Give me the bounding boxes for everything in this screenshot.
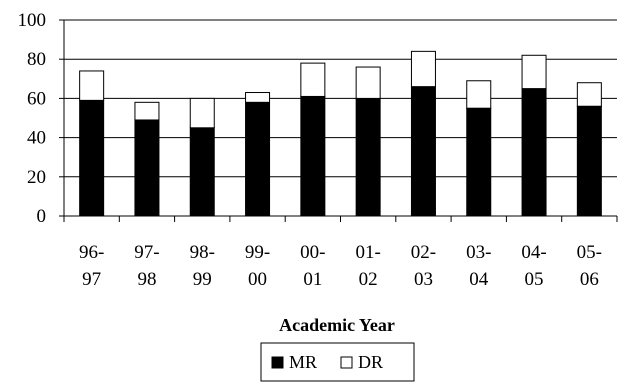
y-tick-label: 60: [27, 88, 46, 109]
x-tick-label: 97: [82, 269, 101, 290]
x-tick-label: 97-: [134, 242, 159, 263]
legend-swatch-dr: [340, 356, 353, 369]
bar-mr-6: [410, 86, 436, 217]
x-tick-label: 01: [303, 269, 322, 290]
legend-label-dr: DR: [358, 352, 383, 372]
x-tick-label: 00-: [300, 242, 325, 263]
bar-dr-0: [79, 70, 105, 101]
x-tick-label: 99: [193, 269, 212, 290]
x-tick-label: 01-: [355, 242, 380, 263]
bar-dr-4: [300, 62, 326, 97]
bar-dr-9: [576, 82, 602, 107]
legend-swatch-mr: [271, 356, 284, 369]
bar-mr-3: [245, 101, 271, 217]
x-tick-label: 03-: [466, 242, 491, 263]
y-tick-label: 100: [18, 10, 47, 31]
x-tick-label: 02: [359, 269, 378, 290]
x-tick-label: 04-: [521, 242, 546, 263]
y-tick-label: 40: [27, 128, 46, 149]
x-axis-title: Academic Year: [279, 315, 395, 335]
x-tick-label: 98: [137, 269, 156, 290]
x-tick-labels: 96- 97 97- 98 98- 99 99- 00 00- 01 01- 02 02- 03 03- 04…: [79, 242, 602, 290]
x-tick-label: 06: [580, 269, 599, 290]
x-tick-label: 98-: [190, 242, 215, 263]
bar-dr-2: [189, 97, 215, 129]
bar-mr-4: [300, 95, 326, 217]
bar-mr-0: [79, 99, 105, 217]
x-tick-label: 02-: [411, 242, 436, 263]
bar-mr-2: [189, 127, 215, 217]
x-tick-label: 00: [248, 269, 267, 290]
bar-dr-3: [245, 92, 271, 103]
axes: [63, 20, 618, 222]
legend-border: [260, 342, 415, 382]
bar-mr-8: [521, 88, 547, 217]
y-tick-label: 80: [27, 49, 46, 70]
x-tick-label: 99-: [245, 242, 270, 263]
bar-mr-5: [355, 97, 381, 217]
bar-dr-1: [134, 101, 160, 121]
legend-label-mr: MR: [289, 352, 317, 372]
x-tick-label: 05-: [577, 242, 602, 263]
bar-dr-8: [521, 54, 547, 90]
y-tick-label: 0: [37, 206, 47, 227]
bar-dr-5: [355, 66, 381, 99]
bar-mr-9: [576, 105, 602, 217]
x-tick-label: 03: [414, 269, 433, 290]
bar-mr-7: [466, 107, 492, 217]
bars: [79, 50, 602, 217]
x-tick-label: 05: [525, 269, 544, 290]
legend: MR DR: [260, 342, 415, 382]
bar-dr-7: [466, 80, 492, 109]
bar-dr-6: [410, 50, 436, 88]
bar-mr-1: [134, 119, 160, 217]
x-tick-label: 96-: [79, 242, 104, 263]
y-tick-labels: 0 20 40 60 80 100: [18, 10, 47, 227]
x-tick-label: 04: [469, 269, 489, 290]
y-tick-label: 20: [27, 167, 46, 188]
